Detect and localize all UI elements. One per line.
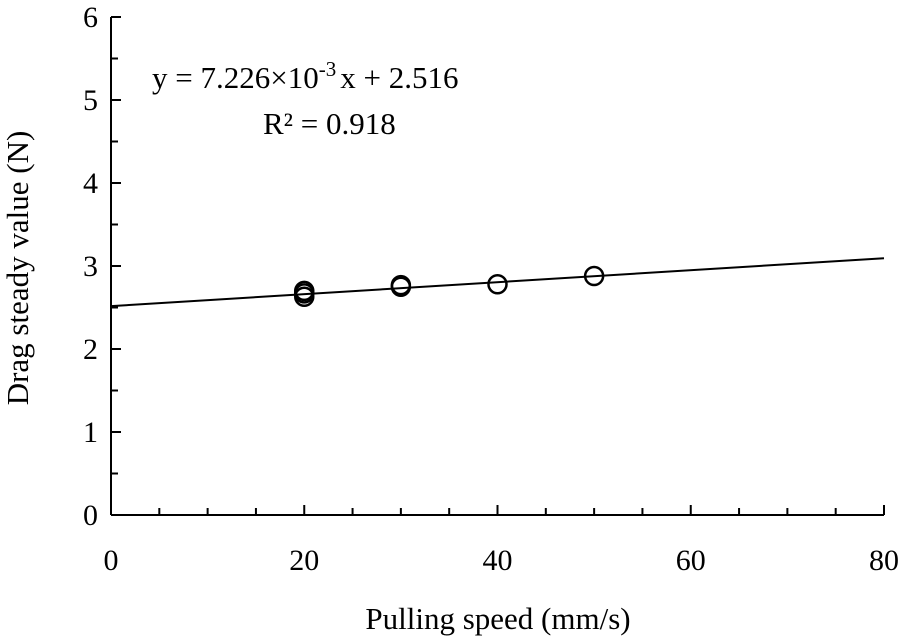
y-tick-label: 2	[83, 333, 98, 366]
x-tick-label: 40	[483, 544, 513, 577]
y-tick-label: 6	[83, 1, 98, 34]
data-point	[583, 265, 605, 287]
x-tick-label: 0	[104, 544, 119, 577]
y-axis-title: Drag steady value (N)	[0, 131, 35, 406]
x-tick-label: 20	[289, 544, 319, 577]
trendline	[110, 257, 885, 308]
y-tick-label: 3	[83, 250, 98, 283]
y-tick-label: 5	[83, 84, 98, 117]
data-point	[487, 274, 508, 295]
data-point	[390, 274, 412, 296]
data-point	[294, 280, 315, 302]
y-tick-label: 0	[83, 499, 98, 532]
y-tick-label: 1	[83, 416, 98, 449]
x-tick-label: 60	[676, 544, 706, 577]
data-points	[294, 265, 605, 307]
x-axis-title: Pulling speed (mm/s)	[365, 601, 630, 636]
r-squared-annotation: R² = 0.918	[263, 106, 396, 141]
x-tick-label: 80	[869, 544, 899, 577]
x-tick-labels: 0 20 40 60 80	[104, 544, 900, 577]
y-tick-labels: 0 1 2 3 4 5 6	[83, 1, 98, 532]
y-tick-label: 4	[83, 167, 98, 200]
equation-annotation: y = 7.226×10-3 x + 2.516	[152, 57, 458, 95]
axes	[110, 16, 885, 516]
